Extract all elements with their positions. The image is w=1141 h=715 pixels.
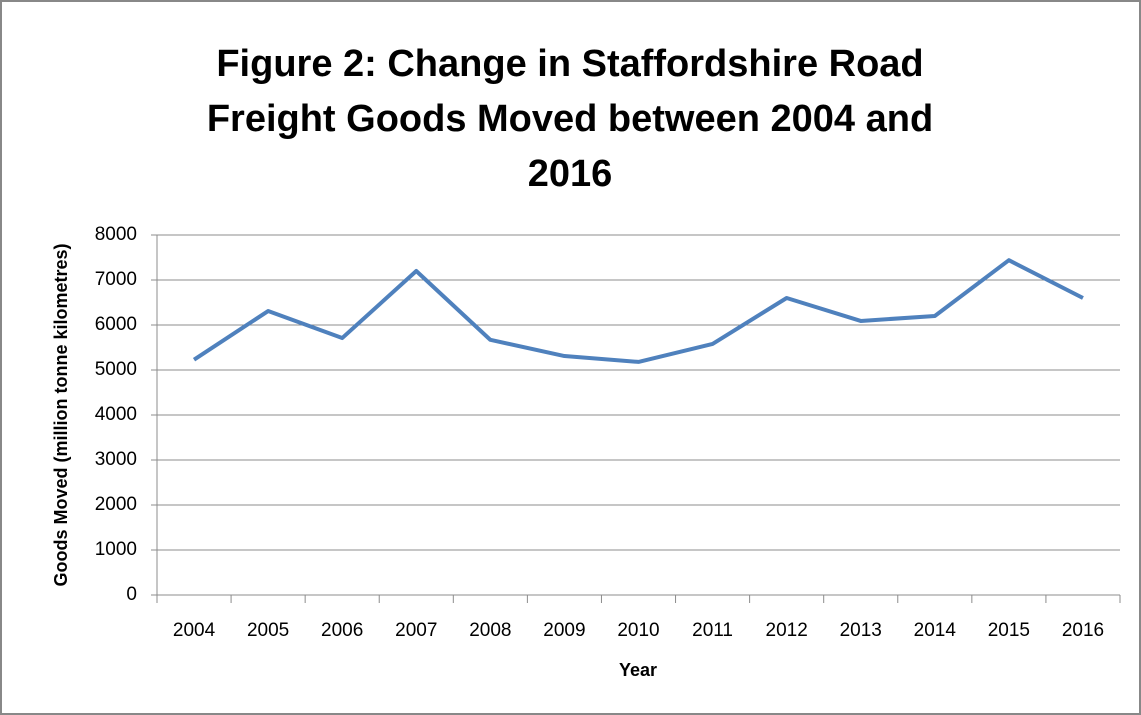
y-tick-label: 6000 <box>95 314 137 335</box>
x-tick-label: 2013 <box>840 620 882 641</box>
y-tick-label: 3000 <box>95 449 137 470</box>
y-axis-title: Goods Moved (million tonne kilometres) <box>51 243 71 586</box>
y-tick-label: 0 <box>126 584 137 605</box>
x-tick-label: 2007 <box>395 620 437 641</box>
line-series <box>192 258 1084 364</box>
y-tick-label: 8000 <box>95 224 137 245</box>
x-tick-label: 2010 <box>617 620 659 641</box>
y-tick-label: 4000 <box>95 404 137 425</box>
y-tick-label: 7000 <box>95 269 137 290</box>
x-tick-label: 2014 <box>914 620 957 641</box>
x-tick-label: 2008 <box>469 620 511 641</box>
x-tick-label: 2004 <box>173 620 216 641</box>
y-tick-label: 5000 <box>95 359 137 380</box>
x-tick-label: 2015 <box>988 620 1030 641</box>
y-tick-label: 1000 <box>95 539 137 560</box>
chart-title: Figure 2: Change in Staffordshire Road <box>216 43 923 85</box>
chart-title: Freight Goods Moved between 2004 and <box>207 98 933 140</box>
x-tick-label: 2005 <box>247 620 289 641</box>
x-tick-label: 2006 <box>321 620 363 641</box>
chart-title: 2016 <box>528 153 613 195</box>
x-tick-label: 2011 <box>692 620 733 641</box>
x-axis-title: Year <box>619 660 657 680</box>
y-tick-label: 2000 <box>95 494 137 515</box>
x-tick-label: 2012 <box>766 620 808 641</box>
x-tick-label: 2009 <box>543 620 585 641</box>
x-tick-label: 2016 <box>1062 620 1104 641</box>
